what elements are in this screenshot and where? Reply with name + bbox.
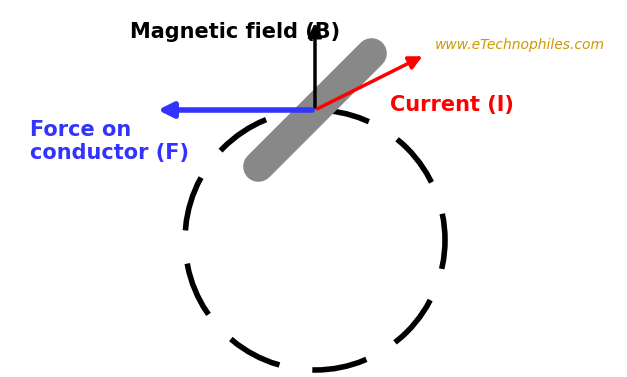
Text: Current (I): Current (I) xyxy=(390,95,514,115)
Text: Force on
conductor (F): Force on conductor (F) xyxy=(30,120,189,163)
Text: www.eTechnophiles.com: www.eTechnophiles.com xyxy=(435,38,605,52)
Text: Magnetic field (B): Magnetic field (B) xyxy=(130,22,340,42)
